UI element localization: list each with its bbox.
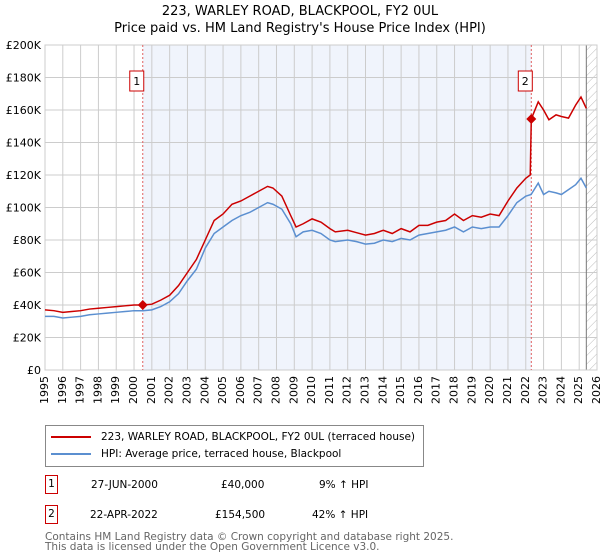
x-tick-label: 2017 — [430, 376, 443, 404]
price-chart: 1995 1996 1997 1998 1999 2000 2001 2002 2003 2004… — [6, 39, 600, 404]
sale-point — [526, 113, 537, 124]
legend-label: 223, WARLEY ROAD, BLACKPOOL, FY2 0UL (te… — [101, 431, 416, 443]
transaction-badge: 2 — [45, 505, 58, 524]
transaction-date: 27-JUN-2000 — [91, 479, 158, 491]
y-tick-label: £80K — [13, 234, 42, 247]
y-tick-label: £160K — [6, 104, 42, 117]
footer-licence: This data is licensed under the Open Gov… — [45, 541, 380, 553]
legend-swatch-red — [51, 436, 91, 438]
x-tick-label: 2015 — [394, 376, 407, 404]
y-tick-label: £40K — [13, 299, 42, 312]
annotation-box — [129, 70, 145, 92]
transaction-badge: 1 — [45, 475, 58, 494]
x-tick-label: 2014 — [376, 376, 389, 404]
x-tick-label: 2009 — [287, 376, 300, 404]
y-tick-label: £140K — [6, 137, 42, 150]
x-tick-label: 2013 — [359, 376, 372, 404]
x-tick-label: 2012 — [341, 376, 354, 404]
x-tick-label: 2010 — [305, 376, 318, 404]
chart-title: 223, WARLEY ROAD, BLACKPOOL, FY2 0UL — [161, 4, 439, 19]
x-tick-label: 2018 — [448, 376, 461, 404]
legend-label: HPI: Average price, terraced house, Blac… — [101, 448, 342, 460]
x-tick-label: 2001 — [145, 376, 158, 404]
x-tick-label: 1999 — [109, 376, 122, 404]
footer: Contains HM Land Registry data © Crown c… — [45, 531, 454, 553]
y-tick-label: £180K — [6, 72, 42, 85]
sale-point — [137, 300, 148, 310]
annotation-box — [517, 70, 533, 92]
transaction-row: 2 22-APR-2022 £154,500 42% ↑ HPI — [45, 505, 445, 525]
x-tick-label: 2004 — [198, 376, 211, 404]
transaction-price: £154,500 — [215, 509, 266, 521]
x-tick-label: 2022 — [519, 376, 532, 404]
x-tick-label: 1995 — [38, 376, 51, 404]
x-tick-label: 2008 — [269, 376, 282, 404]
y-tick-label: £120K — [6, 169, 42, 182]
y-tick-label: £0 — [27, 364, 41, 377]
x-tick-label: 2021 — [501, 376, 514, 404]
x-tick-label: 2020 — [483, 376, 496, 404]
x-tick-label: 1998 — [91, 376, 104, 404]
y-tick-label: £100K — [6, 202, 42, 215]
x-tick-label: 2016 — [412, 376, 425, 404]
x-tick-label: 2011 — [323, 376, 336, 404]
x-tick-label: 2006 — [234, 376, 247, 404]
annotation-label: 2 — [522, 75, 529, 88]
x-tick-label: 1996 — [56, 376, 69, 404]
x-tick-label: 2024 — [554, 376, 567, 404]
transaction-date: 22-APR-2022 — [90, 509, 158, 521]
x-tick-label: 2007 — [252, 376, 265, 404]
legend-swatch-blue — [51, 453, 91, 455]
y-tick-label: £60K — [13, 267, 42, 280]
x-tick-label: 2025 — [572, 376, 585, 404]
legend: 223, WARLEY ROAD, BLACKPOOL, FY2 0UL (te… — [45, 425, 424, 467]
y-tick-label: £20K — [13, 332, 42, 345]
x-tick-label: 2023 — [537, 376, 550, 404]
chart-subtitle: Price paid vs. HM Land Registry's House … — [114, 21, 486, 36]
x-tick-label: 2003 — [180, 376, 193, 404]
y-tick-label: £200K — [6, 39, 42, 52]
x-tick-label: 2019 — [465, 376, 478, 404]
annotation-label: 1 — [133, 75, 140, 88]
x-tick-label: 2005 — [216, 376, 229, 404]
legend-item-hpi: HPI: Average price, terraced house, Blac… — [51, 447, 341, 461]
transaction-price: £40,000 — [221, 479, 265, 491]
x-tick-label: 2002 — [163, 376, 176, 404]
plot-frame — [44, 44, 598, 371]
transaction-hpi: 9% ↑ HPI — [319, 479, 369, 491]
x-tick-label: 2000 — [127, 376, 140, 404]
footer-copyright: Contains HM Land Registry data © Crown c… — [45, 531, 454, 543]
x-tick-label: 1997 — [74, 376, 87, 404]
transaction-row: 1 27-JUN-2000 £40,000 9% ↑ HPI — [45, 475, 445, 495]
x-tick-label: 2026 — [590, 376, 600, 404]
legend-item-property: 223, WARLEY ROAD, BLACKPOOL, FY2 0UL (te… — [51, 430, 415, 444]
series-line — [45, 176, 587, 319]
transaction-hpi: 42% ↑ HPI — [312, 509, 369, 521]
